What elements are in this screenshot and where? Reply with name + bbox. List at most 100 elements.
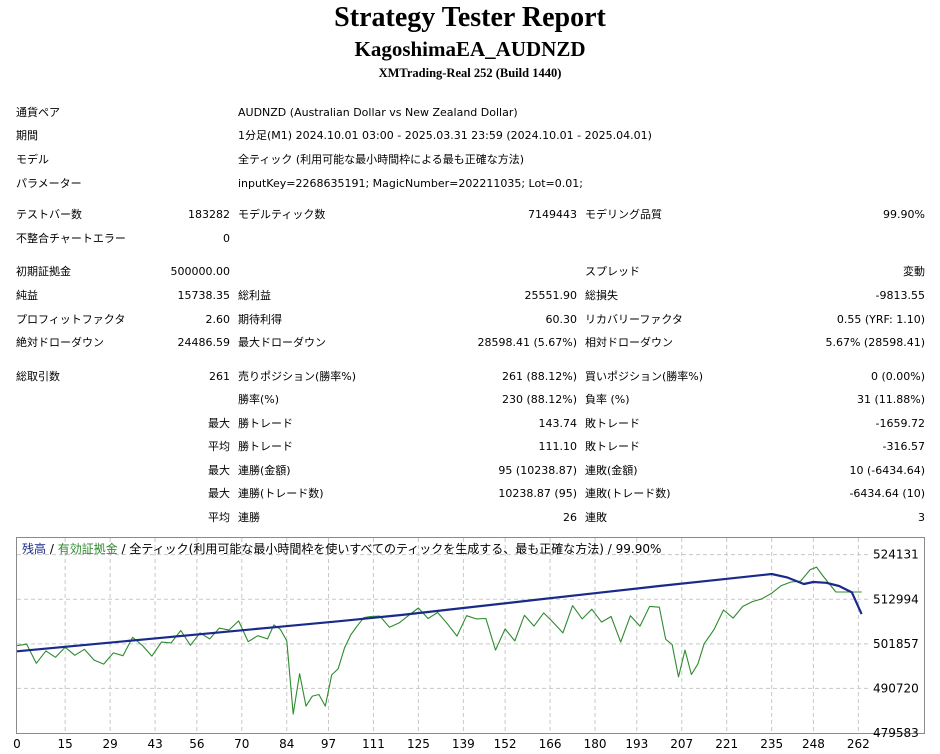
rel-dd-label: 相対ドローダウン — [585, 336, 673, 349]
gross-profit-label: 総利益 — [238, 289, 271, 302]
x-tick-label: 262 — [847, 737, 870, 751]
avg-loss-label: 敗トレード — [585, 440, 640, 453]
win-label: 勝率(%) — [238, 393, 280, 406]
ticks-value: 7149443 — [528, 208, 577, 221]
bars-label: テストバー数 — [16, 208, 82, 221]
gross-loss-label: 総損失 — [585, 289, 618, 302]
x-tick-label: 56 — [189, 737, 204, 751]
quality-label: モデリング品質 — [585, 208, 662, 221]
net-value: 15738.35 — [177, 289, 231, 302]
y-tick-label: 490720 — [873, 681, 919, 695]
x-tick-label: 152 — [494, 737, 517, 751]
ea-name: KagoshimaEA_AUDNZD — [354, 37, 586, 61]
win-value: 230 (88.12%) — [501, 393, 577, 406]
short-value: 261 (88.12%) — [501, 370, 577, 383]
x-tick-label: 139 — [452, 737, 475, 751]
x-tick-label: 180 — [584, 737, 607, 751]
rel-dd-value: 5.67% (28598.41) — [825, 336, 925, 349]
max-cons-profit-value: 10238.87 (95) — [498, 487, 577, 500]
x-tick-label: 70 — [234, 737, 249, 751]
recovery-value: 0.55 (YRF: 1.10) — [836, 313, 925, 326]
legend-separator: / — [46, 542, 58, 556]
info-value-symbol: AUDNZD (Australian Dollar vs New Zealand… — [238, 106, 518, 119]
loss-label: 負率 (%) — [585, 393, 630, 406]
expected-label: 期待利得 — [238, 313, 282, 326]
worst-label: 敗トレード — [585, 417, 640, 430]
max-cons-loss-label: 連敗(金額) — [585, 464, 638, 477]
loss-value: 31 (11.88%) — [856, 393, 925, 406]
max-cons-win-label: 連勝(金額) — [238, 464, 291, 477]
abs-dd-value: 24486.59 — [177, 336, 231, 349]
y-tick-label: 479583 — [873, 726, 919, 740]
avg-cons-loss-label: 連敗 — [585, 511, 607, 524]
recovery-label: リカバリーファクタ — [585, 313, 683, 326]
mismatch-label: 不整合チャートエラー — [16, 232, 126, 245]
max-cons-loss-value: 10 (-6434.64) — [849, 464, 925, 477]
pf-label: プロフィットファクタ — [16, 313, 126, 326]
long-label: 買いポジション(勝率%) — [585, 370, 704, 383]
spread-value: 変動 — [903, 265, 925, 278]
max-cons-lossamt-label: 連敗(トレード数) — [585, 487, 671, 500]
gross-profit-value: 25551.90 — [524, 289, 578, 302]
legend-equity: 有効証拠金 — [57, 542, 118, 556]
info-value-period: 1分足(M1) 2024.10.01 03:00 - 2025.03.31 23… — [238, 129, 652, 142]
balance-line — [16, 572, 863, 653]
x-tick-label: 221 — [715, 737, 738, 751]
mismatch-value: 0 — [223, 232, 230, 245]
info-label-period: 期間 — [16, 129, 38, 142]
max-cons-win-value: 95 (10238.87) — [498, 464, 577, 477]
info-label-model: モデル — [16, 153, 49, 166]
short-label: 売りポジション(勝率%) — [238, 370, 357, 383]
avg-cons-win-label: 連勝 — [238, 511, 260, 524]
x-tick-label: 84 — [279, 737, 294, 751]
avg-win-value: 111.10 — [538, 440, 578, 453]
equity-chart-frame — [16, 537, 925, 734]
info-value-params: inputKey=2268635191; MagicNumber=2022110… — [238, 177, 583, 190]
report-title: Strategy Tester Report — [334, 2, 606, 33]
deposit-label: 初期証拠金 — [16, 265, 71, 278]
avg-win-label: 勝トレード — [238, 440, 293, 453]
y-tick-label: 501857 — [873, 637, 919, 651]
pf-value: 2.60 — [205, 313, 231, 326]
avg-qualifier: 平均 — [208, 440, 230, 453]
trades-value: 261 — [209, 370, 230, 383]
long-value: 0 (0.00%) — [870, 370, 925, 383]
x-tick-label: 97 — [321, 737, 336, 751]
legend-balance: 残高 — [22, 542, 47, 556]
worst-value: -1659.72 — [875, 417, 925, 430]
x-tick-label: 235 — [760, 737, 783, 751]
avg-loss-value: -316.57 — [882, 440, 925, 453]
x-tick-label: 193 — [625, 737, 648, 751]
trades-label: 総取引数 — [16, 370, 60, 383]
y-tick-label: 524131 — [873, 548, 919, 562]
abs-dd-label: 絶対ドローダウン — [16, 336, 104, 349]
bars-value: 183282 — [188, 208, 230, 221]
ticks-label: モデルティック数 — [238, 208, 326, 221]
x-tick-label: 125 — [407, 737, 430, 751]
best-value: 143.74 — [538, 417, 578, 430]
chart-legend: 残高 / 有効証拠金 / 全ティック(利用可能な最小時間枠を使いすべてのティック… — [22, 540, 661, 557]
server-info: XMTrading-Real 252 (Build 1440) — [378, 66, 562, 80]
info-label-symbol: 通貨ペア — [16, 106, 60, 119]
x-tick-label: 29 — [102, 737, 117, 751]
quality-value: 99.90% — [883, 208, 925, 221]
max-cons-lossamt-value: -6434.64 (10) — [849, 487, 925, 500]
x-tick-label: 207 — [670, 737, 693, 751]
x-tick-label: 111 — [362, 737, 385, 751]
avg-qualifier: 平均 — [208, 511, 230, 524]
max-dd-value: 28598.41 (5.67%) — [477, 336, 577, 349]
gross-loss-value: -9813.55 — [875, 289, 925, 302]
max-dd-label: 最大ドローダウン — [238, 336, 326, 349]
info-label-params: パラメーター — [16, 177, 82, 190]
deposit-value: 500000.00 — [170, 265, 231, 278]
max-cons-profit-label: 連勝(トレード数) — [238, 487, 324, 500]
info-value-model: 全ティック (利用可能な最小時間枠による最も正確な方法) — [238, 153, 525, 166]
best-label: 勝トレード — [238, 417, 293, 430]
expected-value: 60.30 — [545, 313, 578, 326]
y-tick-label: 512994 — [873, 592, 919, 606]
x-tick-label: 0 — [13, 737, 21, 751]
max-qualifier: 最大 — [208, 417, 230, 430]
max-qualifier: 最大 — [208, 487, 230, 500]
spread-label: スプレッド — [585, 265, 640, 278]
